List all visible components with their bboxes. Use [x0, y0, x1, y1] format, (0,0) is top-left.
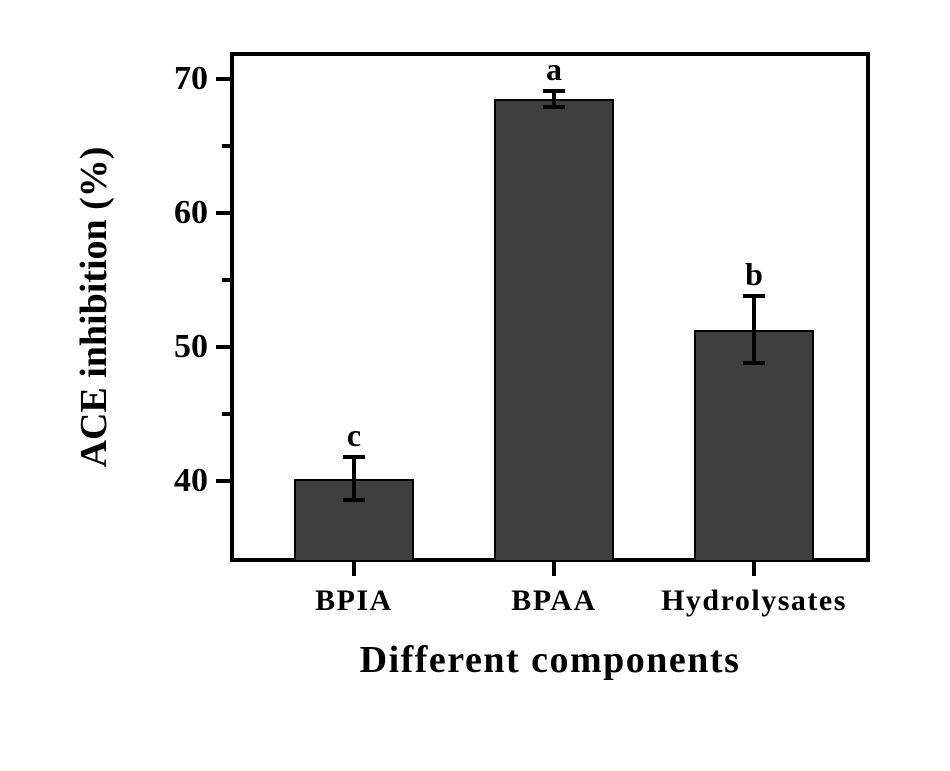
x-axis-label: Different components: [360, 638, 741, 682]
bar-label: a: [546, 51, 562, 88]
x-tick: [552, 562, 556, 576]
y-tick-label: 70: [148, 60, 208, 98]
error-cap: [543, 105, 565, 109]
chart-container: ACE inhibition (%) Different components …: [40, 30, 910, 741]
y-axis-label: ACE inhibition (%): [72, 147, 116, 468]
error-cap: [343, 498, 365, 502]
x-tick-label: Hydrolysates: [661, 584, 847, 618]
x-tick: [352, 562, 356, 576]
x-tick: [752, 562, 756, 576]
error-bar: [352, 457, 356, 500]
y-tick: [216, 77, 230, 81]
bar-label: b: [745, 256, 763, 293]
bar: [494, 99, 614, 562]
y-minor-tick: [222, 144, 230, 148]
y-minor-tick: [222, 412, 230, 416]
error-cap: [743, 361, 765, 365]
y-tick-label: 40: [148, 462, 208, 500]
x-tick-label: BPIA: [315, 584, 393, 618]
y-minor-tick: [222, 278, 230, 282]
y-tick: [216, 479, 230, 483]
error-cap: [343, 455, 365, 459]
x-tick-label: BPAA: [511, 584, 596, 618]
error-bar: [752, 296, 756, 363]
error-cap: [743, 294, 765, 298]
error-cap: [543, 89, 565, 93]
y-tick-label: 60: [148, 194, 208, 232]
bar-label: c: [347, 417, 361, 454]
y-tick: [216, 345, 230, 349]
y-tick: [216, 211, 230, 215]
y-tick-label: 50: [148, 328, 208, 366]
